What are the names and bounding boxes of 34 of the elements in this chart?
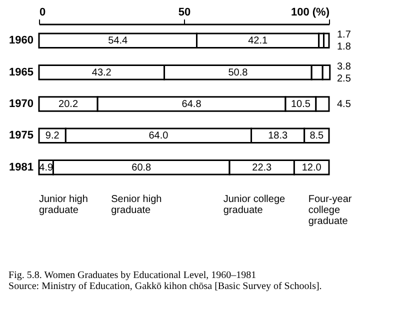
data-label: 22.3 — [252, 162, 272, 174]
data-label: 12.0 — [302, 162, 322, 174]
data-label: 10.5 — [290, 99, 311, 110]
data-label: 54.4 — [108, 36, 128, 47]
data-label: 18.3 — [268, 130, 288, 142]
series-label: Junior high graduate — [39, 194, 88, 216]
text: Fig. 5.8. Women Graduates by Educational Level, 1960–1981 — [8, 270, 256, 281]
y-tick-label: 1970 — [9, 98, 34, 110]
data-label: 8.5 — [310, 130, 324, 142]
source-note: Source: Ministry of Education, Gakkō kihon chōsa [Basic Survey of Schools]. — [8, 281, 322, 292]
series-label: Senior high graduate — [111, 194, 162, 216]
y-tick-label: 1981 — [9, 161, 34, 174]
x-tick-label: 100 (%) — [290, 6, 330, 18]
data-label: 20.2 — [58, 99, 78, 110]
y-tick-label: 1960 — [9, 34, 34, 47]
x-tick-label: 50 — [178, 6, 191, 18]
data-label: 1.8 — [337, 42, 352, 53]
data-label: 1.7 — [337, 30, 352, 41]
data-label: 42.1 — [248, 36, 268, 47]
series-label: Junior college graduate — [223, 194, 286, 216]
data-label: 4.5 — [337, 99, 352, 110]
data-label: 4.9 — [39, 162, 54, 174]
data-label: 43.2 — [92, 67, 112, 78]
data-label: 64.8 — [182, 99, 202, 110]
data-label: 64.0 — [148, 130, 169, 142]
data-label: 9.2 — [45, 130, 60, 142]
y-tick-label: 1965 — [9, 66, 34, 78]
y-tick-label: 1975 — [9, 130, 34, 142]
data-label: 50.8 — [228, 67, 248, 78]
series-label: Four-year college graduate — [308, 194, 352, 227]
x-tick-label: 0 — [40, 6, 46, 18]
data-label: 60.8 — [132, 162, 152, 174]
data-label: 3.8 — [337, 61, 352, 72]
data-label: 2.5 — [337, 73, 352, 84]
